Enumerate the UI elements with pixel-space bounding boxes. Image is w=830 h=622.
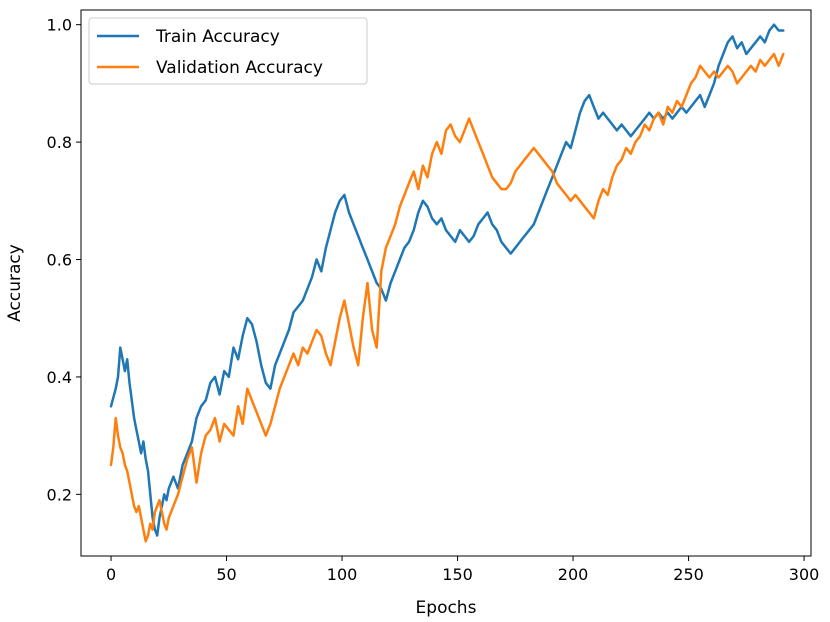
axes-layer: 0 50 100 150 200 250 300 0.2 0.4 0.6 0.8 1.0 xyxy=(47,16,820,584)
x-tick-label: 250 xyxy=(673,565,704,584)
y-axis-label: Accuracy xyxy=(5,244,25,322)
legend: Train Accuracy Validation Accuracy xyxy=(88,17,368,85)
legend-label-train: Train Accuracy xyxy=(155,27,280,47)
plot-area-frame xyxy=(80,9,812,557)
x-tick-label: 50 xyxy=(216,565,236,584)
y-tick-label: 0.6 xyxy=(47,251,72,270)
series-layer xyxy=(109,23,785,543)
series-line-train xyxy=(109,23,785,537)
series-line-validation xyxy=(109,52,785,543)
legend-label-validation: Validation Accuracy xyxy=(156,58,323,78)
legend-box xyxy=(88,17,368,85)
x-tick-label: 300 xyxy=(789,565,820,584)
x-axis-label: Epochs xyxy=(416,598,477,618)
y-tick-label: 0.8 xyxy=(47,133,72,152)
x-tick-label: 100 xyxy=(327,565,358,584)
y-tick-label: 1.0 xyxy=(47,16,72,35)
y-tick-label: 0.4 xyxy=(47,368,72,387)
x-tick-label: 150 xyxy=(442,565,473,584)
y-tick-label: 0.2 xyxy=(47,485,72,504)
x-tick-label: 0 xyxy=(106,565,116,584)
x-tick-label: 200 xyxy=(558,565,589,584)
